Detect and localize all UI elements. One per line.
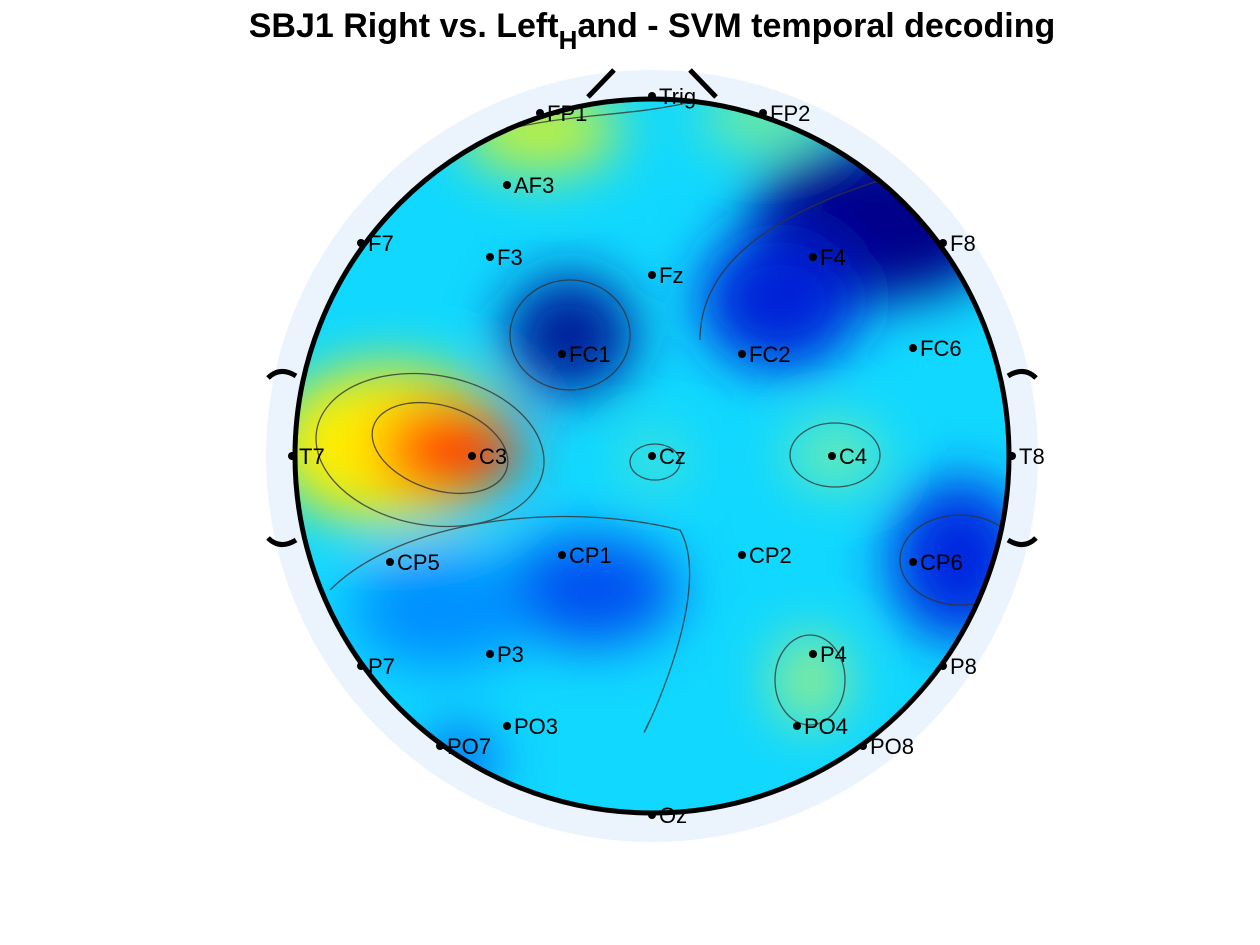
electrode-label: F8 xyxy=(950,231,976,256)
electrode xyxy=(436,742,444,750)
electrode xyxy=(1008,452,1016,460)
electrode-label: PO4 xyxy=(804,714,848,739)
electrode xyxy=(648,452,656,460)
electrode xyxy=(486,650,494,658)
title-end: and - SVM temporal decoding xyxy=(577,7,1055,45)
electrode xyxy=(558,350,566,358)
electrode xyxy=(909,558,917,566)
electrode-label: FP1 xyxy=(547,101,587,126)
electrode-label: PO8 xyxy=(870,734,914,759)
electrode-label: PO7 xyxy=(447,734,491,759)
electrode-label: FC2 xyxy=(749,342,791,367)
electrode xyxy=(648,92,656,100)
electrode-label: AF3 xyxy=(514,173,554,198)
electrode-label: PO3 xyxy=(514,714,558,739)
nose xyxy=(586,68,718,99)
electrode xyxy=(386,558,394,566)
electrode xyxy=(939,662,947,670)
electrode-label: F4 xyxy=(820,245,846,270)
electrode xyxy=(503,722,511,730)
electrode-label: FC1 xyxy=(569,342,611,367)
electrode xyxy=(468,452,476,460)
title-subscript: H xyxy=(559,25,578,55)
electrode xyxy=(486,253,494,261)
electrode xyxy=(759,109,767,117)
electrode-label: F7 xyxy=(368,231,394,256)
electrode-label: Fz xyxy=(659,263,683,288)
electrode-label: P3 xyxy=(497,642,524,667)
title-main: SBJ1 Right vs. Left xyxy=(249,7,559,45)
electrode xyxy=(909,344,917,352)
electrode-label: F3 xyxy=(497,245,523,270)
electrode xyxy=(648,811,656,819)
electrode xyxy=(536,109,544,117)
electrode xyxy=(558,551,566,559)
electrode xyxy=(648,271,656,279)
electrode xyxy=(357,239,365,247)
electrode-label: C3 xyxy=(479,444,507,469)
electrode-label: P7 xyxy=(368,654,395,679)
electrode-label: CP2 xyxy=(749,543,792,568)
electrode-label: CP5 xyxy=(397,550,440,575)
electrode xyxy=(288,452,296,460)
electrode-label: CP1 xyxy=(569,543,612,568)
electrode-label: C4 xyxy=(839,444,867,469)
electrode xyxy=(809,650,817,658)
electrode-label: T8 xyxy=(1019,444,1045,469)
electrode-label: P8 xyxy=(950,654,977,679)
electrode-label: T7 xyxy=(299,444,325,469)
electrode-label: Cz xyxy=(659,444,686,469)
electrode xyxy=(939,239,947,247)
ears xyxy=(266,369,1038,547)
electrode-label: Oz xyxy=(659,803,687,828)
electrode-label: FC6 xyxy=(920,336,962,361)
electrode xyxy=(357,662,365,670)
electrode xyxy=(503,181,511,189)
electrode xyxy=(738,551,746,559)
electrode-label: FP2 xyxy=(770,101,810,126)
chart-title: SBJ1 Right vs. LeftHand - SVM temporal d… xyxy=(249,7,1056,55)
electrode-label: CP6 xyxy=(920,550,963,575)
electrode-label: P4 xyxy=(820,642,847,667)
electrode xyxy=(793,722,801,730)
electrode xyxy=(828,452,836,460)
electrodes: Trig FP1 FP2 AF3 F7 F3 Fz F4 F8 FC1 FC2 FC6 T7 C3 Cz C4… xyxy=(288,84,1045,828)
electrode xyxy=(738,350,746,358)
electrode-label: Trig xyxy=(659,84,696,109)
electrode xyxy=(809,253,817,261)
electrode xyxy=(859,742,867,750)
